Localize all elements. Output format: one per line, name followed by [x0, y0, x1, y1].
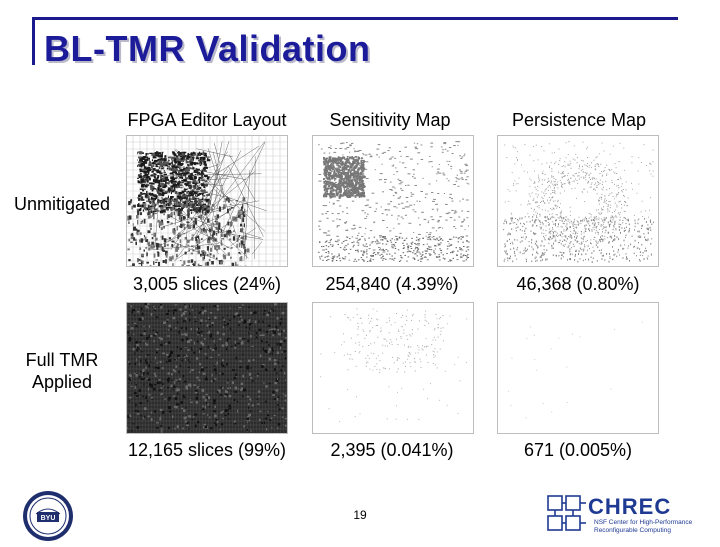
panel-full-tmr-persistence-map	[497, 302, 659, 434]
slide-title: BL-TMR Validation	[44, 28, 371, 70]
title-frame-top	[32, 17, 678, 20]
title-frame-left	[32, 17, 35, 65]
row-label-full-tmr-line2: Applied	[4, 371, 120, 393]
caption-unmitigated-persistence: 46,368 (0.80%)	[488, 274, 668, 295]
panel-unmitigated-persistence-map	[497, 135, 659, 267]
chrec-logo: CHREC NSF Center for High-Performance Re…	[546, 492, 714, 536]
column-header-sensitivity: Sensitivity Map	[300, 110, 480, 131]
caption-unmitigated-sensitivity: 254,840 (4.39%)	[300, 274, 484, 295]
caption-unmitigated-slices: 3,005 slices (24%)	[112, 274, 302, 295]
column-header-persistence: Persistence Map	[490, 110, 668, 131]
byu-seal-logo: BYU	[22, 490, 74, 542]
caption-full-tmr-sensitivity: 2,395 (0.041%)	[300, 440, 484, 461]
caption-full-tmr-persistence: 671 (0.005%)	[488, 440, 668, 461]
byu-seal-text: BYU	[41, 515, 56, 522]
panel-unmitigated-sensitivity-map	[312, 135, 474, 267]
chrec-wordmark: CHREC	[588, 494, 671, 519]
caption-full-tmr-slices: 12,165 slices (99%)	[110, 440, 304, 461]
row-label-full-tmr: Full TMR Applied	[4, 349, 120, 393]
panel-full-tmr-fpga-layout	[126, 302, 288, 434]
row-label-unmitigated: Unmitigated	[6, 193, 118, 215]
panel-unmitigated-fpga-layout	[126, 135, 288, 267]
panel-full-tmr-sensitivity-map	[312, 302, 474, 434]
chrec-subtitle-line1: NSF Center for High-Performance	[594, 519, 693, 526]
chrec-subtitle-line2: Reconfigurable Computing	[594, 527, 671, 534]
page-number: 19	[350, 508, 370, 522]
row-label-full-tmr-line1: Full TMR	[4, 349, 120, 371]
column-header-fpga-editor: FPGA Editor Layout	[112, 110, 302, 131]
